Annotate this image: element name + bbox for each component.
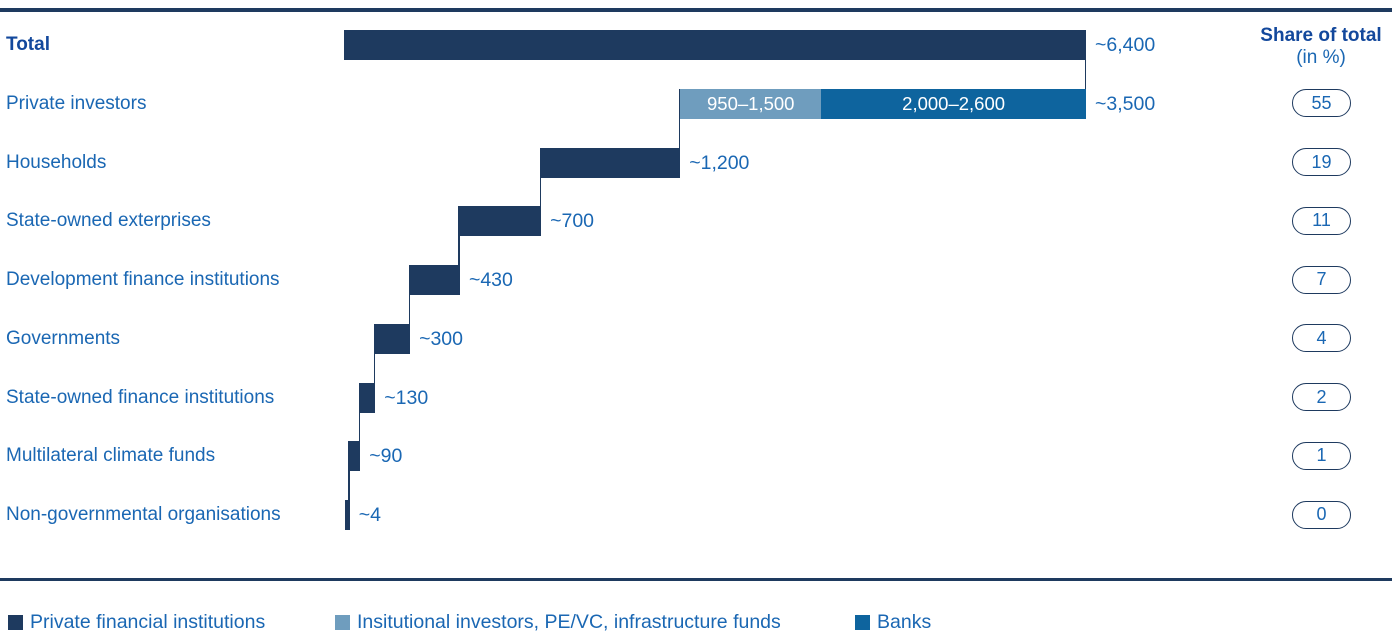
bar-private-investors-light_blue: 950–1,500: [680, 88, 822, 119]
legend-label: Banks: [877, 611, 932, 633]
waterfall-connector: [358, 382, 361, 442]
waterfall-connector: [678, 88, 681, 148]
row-label-households: Households: [6, 151, 107, 173]
legend-label: Private financial institutions: [30, 611, 266, 633]
bar-total: [344, 30, 1086, 60]
row-label-multilateral-climate-funds: Multilateral climate funds: [6, 445, 216, 467]
bar-development-finance-institutions: [410, 265, 460, 295]
bar-non-governmental-organisations: [345, 500, 350, 530]
row-label-state-owned-exterprises: State-owned exterprises: [6, 210, 211, 232]
legend-item-private-financial-institutions: Private financial institutions: [8, 611, 265, 634]
value-label-governments: ~300: [419, 327, 464, 350]
bar-state-owned-exterprises: [459, 206, 542, 237]
share-pill-non-governmental-organisations: 0: [1292, 500, 1351, 529]
share-pill-multilateral-climate-funds: 1: [1292, 441, 1351, 470]
share-pill-development-finance-institutions: 7: [1292, 265, 1351, 294]
waterfall-connector: [458, 206, 460, 265]
share-pill-governments: 4: [1292, 324, 1351, 353]
waterfall-connector: [1084, 60, 1086, 89]
waterfall-connector: [408, 265, 411, 324]
share-pill-state-owned-finance-institutions: 2: [1292, 383, 1351, 411]
legend-item-insitutional-investors-pe-vc-infrastruct: Insitutional investors, PE/VC, infrastru…: [335, 611, 781, 634]
value-label-development-finance-institutions: ~430: [468, 269, 513, 291]
waterfall-connector: [539, 147, 542, 207]
share-of-total-header: Share of total (in %): [1250, 25, 1392, 69]
legend-swatch-navy: [8, 615, 23, 630]
share-pill-state-owned-exterprises: 11: [1292, 206, 1351, 235]
value-label-state-owned-exterprises: ~700: [550, 210, 595, 233]
value-label-private-investors: ~3,500: [1095, 92, 1156, 115]
share-pill-households: 19: [1292, 148, 1351, 176]
bottom-divider: [0, 578, 1392, 581]
bar-state-owned-finance-institutions: [360, 382, 376, 413]
legend-label: Insitutional investors, PE/VC, infrastru…: [357, 611, 781, 633]
value-label-households: ~1,200: [689, 151, 750, 174]
bar-multilateral-climate-funds: [349, 441, 361, 472]
share-of-total-subtitle: (in %): [1296, 46, 1346, 68]
legend-swatch-light_blue: [335, 615, 350, 630]
row-label-non-governmental-organisations: Non-governmental organisations: [6, 504, 281, 525]
legend-item-banks: Banks: [855, 611, 931, 634]
bar-governments: [375, 323, 411, 354]
value-label-multilateral-climate-funds: ~90: [369, 445, 403, 468]
row-label-total: Total: [6, 34, 50, 55]
top-divider: [0, 8, 1392, 12]
share-of-total-title: Share of total: [1260, 25, 1382, 46]
row-label-state-owned-finance-institutions: State-owned finance institutions: [6, 386, 275, 408]
bar-private-investors-mid_blue: 2,000–2,600: [821, 88, 1086, 119]
row-label-private-investors: Private investors: [6, 92, 147, 114]
waterfall-connector: [373, 323, 376, 383]
segment-value-label: 950–1,500: [707, 92, 795, 114]
row-label-governments: Governments: [6, 327, 121, 349]
share-pill-private-investors: 55: [1292, 89, 1351, 118]
segment-value-label: 2,000–2,600: [902, 92, 1006, 114]
bar-households: [541, 147, 681, 178]
legend-swatch-mid_blue: [855, 615, 870, 630]
value-label-non-governmental-organisations: ~4: [358, 504, 382, 526]
value-label-state-owned-finance-institutions: ~130: [384, 386, 429, 409]
value-label-total: ~6,400: [1095, 34, 1156, 56]
row-label-development-finance-institutions: Development finance institutions: [6, 269, 280, 290]
waterfall-connector: [348, 441, 350, 500]
